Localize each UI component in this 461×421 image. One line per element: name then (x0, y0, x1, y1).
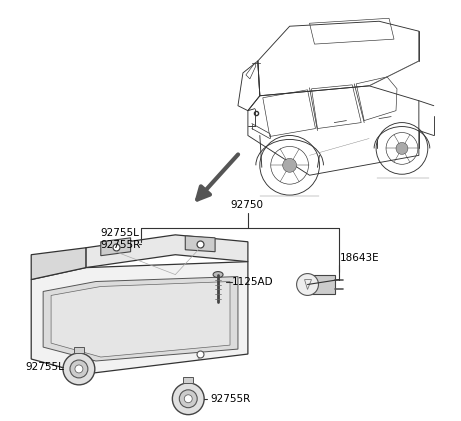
Polygon shape (307, 274, 335, 294)
Text: 92755R: 92755R (101, 240, 141, 250)
FancyArrowPatch shape (197, 155, 238, 200)
Polygon shape (86, 235, 248, 268)
Text: 92755L: 92755L (25, 362, 64, 372)
Circle shape (63, 353, 95, 385)
Polygon shape (43, 277, 238, 361)
Circle shape (283, 158, 296, 172)
Polygon shape (31, 248, 86, 280)
Polygon shape (185, 236, 215, 252)
Text: 92755L: 92755L (101, 228, 140, 238)
Text: 18643E: 18643E (339, 253, 379, 263)
Polygon shape (183, 377, 193, 383)
Circle shape (70, 360, 88, 378)
Polygon shape (101, 238, 130, 256)
Circle shape (179, 390, 197, 408)
Polygon shape (31, 262, 248, 374)
Ellipse shape (296, 274, 319, 296)
Circle shape (75, 365, 83, 373)
Circle shape (172, 383, 204, 415)
Text: 92750: 92750 (230, 200, 263, 210)
Polygon shape (51, 282, 230, 357)
Circle shape (396, 142, 408, 155)
Text: 1125AD: 1125AD (232, 277, 274, 287)
Polygon shape (74, 347, 84, 353)
Text: 92755R: 92755R (210, 394, 250, 404)
Circle shape (184, 395, 192, 403)
Ellipse shape (213, 272, 223, 277)
